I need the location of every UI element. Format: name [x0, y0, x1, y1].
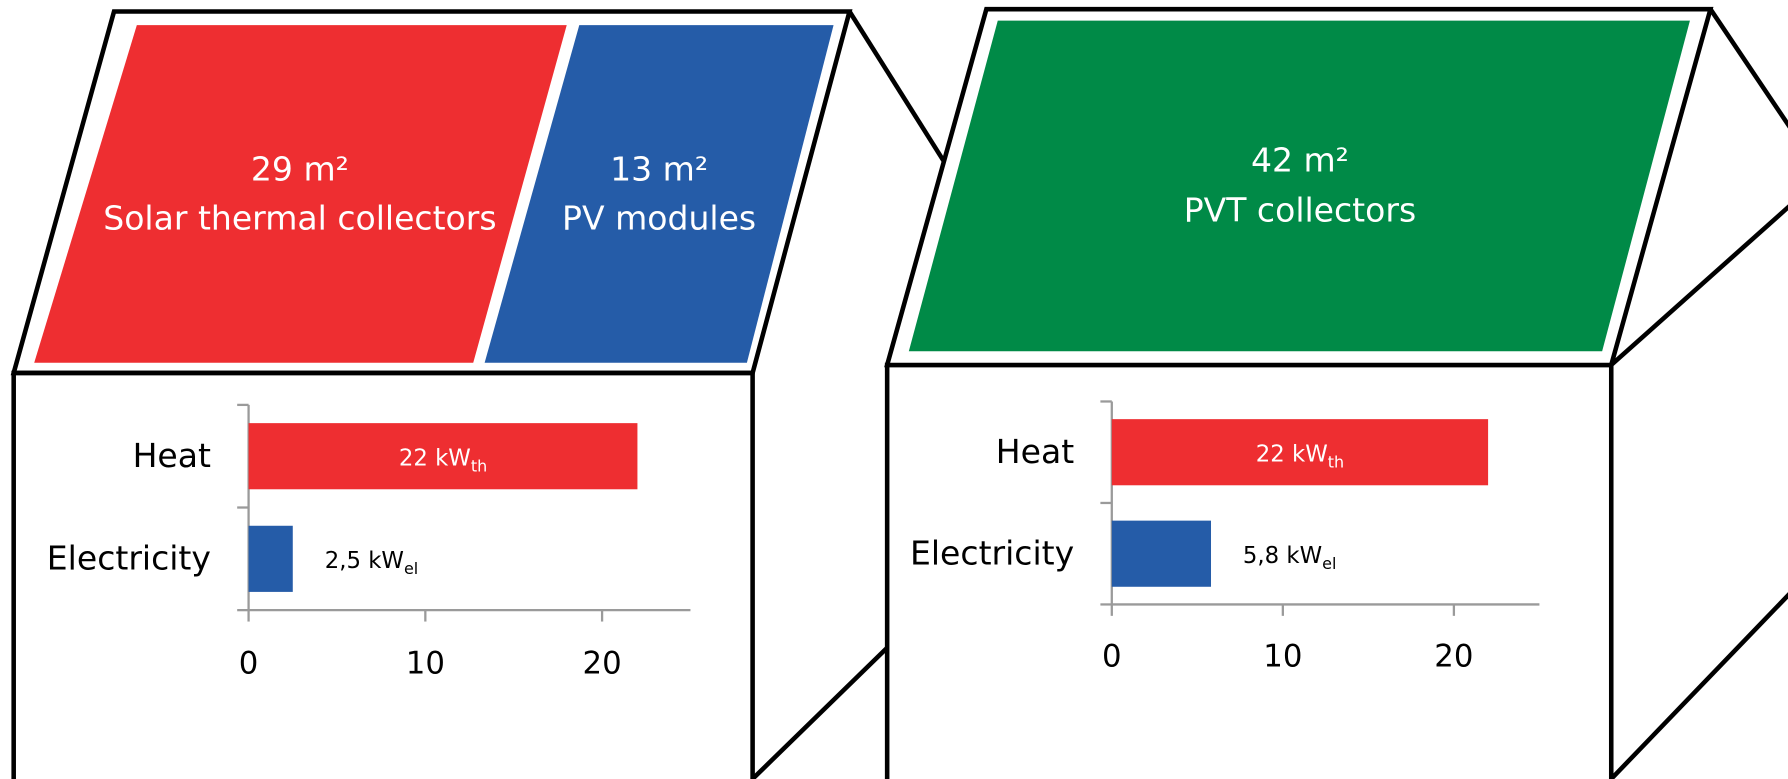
panel-area: 29 m² — [251, 150, 349, 189]
panel-label: Solar thermal collectors — [103, 199, 496, 238]
gable-edge — [1710, 9, 1788, 128]
category-label: Heat — [133, 436, 211, 475]
panel-area: 13 m² — [610, 150, 708, 189]
value-label: 5,8 kWel — [1243, 542, 1337, 572]
diagram: 29 m² Solar thermal collectors 13 m² PV … — [0, 0, 1788, 779]
gable-edge — [1611, 593, 1788, 779]
pvt-panel — [909, 21, 1690, 352]
panel-area: 42 m² — [1251, 141, 1349, 180]
x-tick-label: 20 — [1434, 639, 1473, 675]
x-tick-label: 0 — [1102, 639, 1122, 675]
value-label-text: 22 kW — [1256, 441, 1328, 467]
bar — [249, 526, 293, 592]
panel-label: PVT collectors — [1184, 191, 1416, 230]
page: 29 m² Solar thermal collectors 13 m² PV … — [0, 0, 1788, 779]
x-tick-label: 0 — [239, 645, 259, 681]
value-label-subscript: el — [1322, 553, 1336, 572]
x-tick-label: 10 — [406, 645, 445, 681]
value-label-text: 2,5 kW — [325, 548, 404, 574]
panel-label: PV modules — [562, 199, 756, 238]
category-label: Heat — [996, 432, 1074, 471]
category-label: Electricity — [47, 538, 211, 577]
value-label-subscript: el — [404, 559, 418, 578]
value-label-subscript: th — [471, 456, 487, 475]
solar-thermal-panel — [34, 25, 567, 363]
house: 42 m² PVT collectors — [887, 9, 1788, 779]
value-label-text: 22 kW — [399, 445, 471, 471]
value-label-text: 5,8 kW — [1243, 542, 1322, 568]
value-label-subscript: th — [1328, 452, 1344, 471]
house: 29 m² Solar thermal collectors 13 m² PV … — [14, 11, 947, 779]
bar — [1112, 521, 1211, 587]
x-tick-label: 10 — [1263, 639, 1302, 675]
gable-edge — [753, 648, 888, 779]
x-tick-label: 20 — [583, 645, 622, 681]
gable-edge — [850, 11, 947, 165]
category-label: Electricity — [910, 533, 1074, 572]
value-label: 2,5 kWel — [325, 548, 418, 578]
